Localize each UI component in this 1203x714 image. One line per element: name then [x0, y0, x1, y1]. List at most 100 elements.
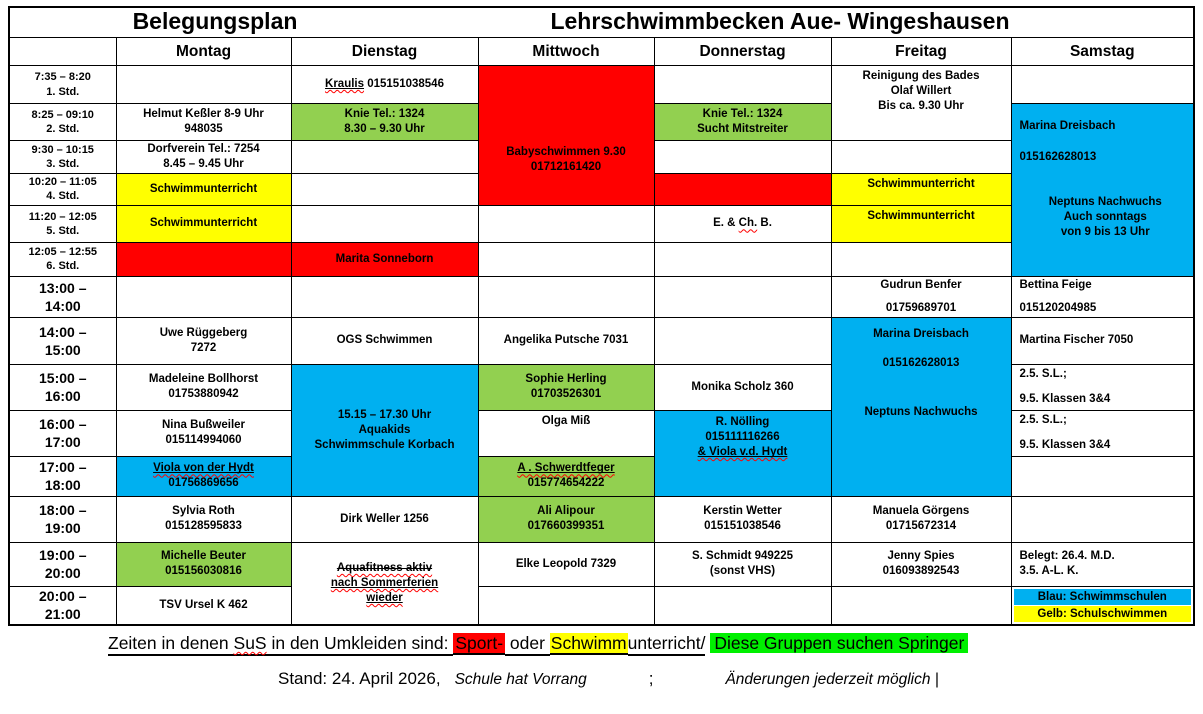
cell-dienstag-r9[interactable]: 15.15 – 17.30 Uhr Aquakids Schwimmschule K… [290, 363, 479, 497]
cell-samstag-r10[interactable]: 2.5. S.L.; 9.5. Klassen 3&4 [1010, 409, 1195, 457]
cell-montag-r8[interactable]: Uwe Rüggeberg 7272 [115, 316, 292, 365]
cell-mittwoch-r12[interactable]: Ali Alipour 017660399351 [477, 495, 655, 543]
cell-montag-r13[interactable]: Michelle Beuter 015156030816 [115, 541, 292, 587]
cell-text: Marina Dreisbach [834, 327, 1009, 342]
cell-freitag-r5[interactable]: Schwimmunterricht [830, 204, 1012, 243]
cell-text: 01715672314 [885, 520, 957, 533]
cell-montag-r14[interactable]: TSV Ursel K 462 [115, 585, 292, 626]
title-wrap: Belegungsplan Lehrschwimmbecken Aue- Win… [10, 8, 1193, 37]
day-header-freitag: Freitag [830, 37, 1012, 66]
cell-text: Helmut Keßler 8-9 Uhr [143, 108, 264, 121]
cell-mittwoch-r8[interactable]: Angelika Putsche 7031 [477, 316, 655, 365]
cell-donnerstag-r6[interactable] [653, 241, 832, 277]
cell-donnerstag-r9[interactable]: Monika Scholz 360 [653, 363, 832, 411]
cell-samstag-r11[interactable] [1010, 455, 1195, 497]
cell-montag-r6[interactable] [115, 241, 292, 277]
cell-montag-r10[interactable]: Nina Bußweiler 015114994060 [115, 409, 292, 457]
cell-mittwoch-r10[interactable]: Olga Miß [477, 409, 655, 457]
cell-freitag-r8[interactable]: Marina Dreisbach 015162628013 Neptuns Nach… [830, 316, 1012, 497]
cell-text: Marita Sonneborn [335, 252, 434, 265]
cell-dienstag-r3[interactable] [290, 140, 479, 174]
plan-subtitle: Lehrschwimmbecken Aue- Wingeshausen [550, 8, 1010, 34]
cell-samstag-r7[interactable]: Bettina Feige 015120204985 [1010, 275, 1195, 318]
cell-donnerstag-r14[interactable] [653, 585, 832, 626]
cell-freitag-r13[interactable]: Jenny Spies 016093892543 [830, 541, 1012, 587]
text-segment: 2.5. S.L.; [1019, 414, 1067, 427]
cell-samstag-r9[interactable]: 2.5. S.L.; 9.5. Klassen 3&4 [1010, 363, 1195, 411]
time-label: 20:00 – [39, 588, 87, 605]
cell-donnerstag-r2[interactable]: Knie Tel.: 1324 Sucht Mitstreiter [653, 103, 832, 141]
cell-montag-r2[interactable]: Helmut Keßler 8-9 Uhr 948035 [115, 103, 292, 141]
cell-mittwoch-r11[interactable]: A . Schwerdtfeger 015774654222 [477, 455, 655, 497]
cell-text: Marina Dreisbach [1020, 119, 1192, 134]
cell-mittwoch-r14[interactable] [477, 585, 655, 626]
cell-freitag-r7[interactable]: Gudrun Benfer 01759689701 [830, 275, 1012, 318]
cell-montag-r4[interactable]: Schwimmunterricht [115, 172, 292, 206]
cell-donnerstag-r1[interactable] [653, 65, 832, 104]
cell-donnerstag-r10[interactable]: R. Nölling 015111116266 & Viola v.d. Hydt [653, 409, 832, 497]
cell-samstag-r1[interactable] [1010, 65, 1195, 104]
cell-text: Viola von der Hydt [119, 461, 289, 476]
cell-mittwoch-r5[interactable] [477, 204, 655, 243]
cell-dienstag-r2[interactable]: Knie Tel.: 1324 8.30 – 9.30 Uhr [290, 103, 479, 141]
cell-text: Schwimmunterricht [834, 209, 1009, 224]
time-label: 16:00 [44, 388, 81, 405]
cell-mittwoch-r6[interactable] [477, 241, 655, 277]
cell-text: 015114994060 [165, 434, 242, 447]
text-segment: 9.5. Klassen 3&4 [1019, 439, 1111, 452]
time-label: 1. Std. [46, 85, 80, 98]
cell-text: Bettina Feige [1020, 278, 1192, 293]
schedule-row: 11:20 – 12:05 5. Std. Schwimmunterricht E. … [8, 204, 1194, 243]
cell-dienstag-r13[interactable]: Aquafitness aktiv nach Sommerferien wieder [290, 541, 479, 626]
cell-mittwoch-r1[interactable]: Babyschwimmen 9.30 01712161420 [477, 65, 655, 206]
cell-dienstag-r4[interactable] [290, 172, 479, 206]
cell-samstag-r2[interactable]: Marina Dreisbach 015162628013 Neptuns Nach… [1010, 103, 1195, 277]
text-segment: Olga Miß [541, 414, 591, 427]
cell-mittwoch-r13[interactable]: Elke Leopold 7329 [477, 541, 655, 587]
time-label: 5. Std. [46, 224, 80, 237]
cell-dienstag-r7[interactable] [290, 275, 479, 318]
cell-donnerstag-r4[interactable] [653, 172, 832, 206]
text-segment: Auch sonntags [1063, 210, 1147, 223]
cell-freitag-r4[interactable]: Schwimmunterricht [830, 172, 1012, 206]
cell-donnerstag-r8[interactable] [653, 316, 832, 365]
text-segment: 01759689701 [885, 301, 957, 314]
cell-mittwoch-r9[interactable]: Sophie Herling 01703526301 [477, 363, 655, 411]
cell-montag-r7[interactable] [115, 275, 292, 318]
cell-montag-r9[interactable]: Madeleine Bollhorst 01753880942 [115, 363, 292, 411]
cell-montag-r1[interactable] [115, 65, 292, 104]
cell-dienstag-r8[interactable]: OGS Schwimmen [290, 316, 479, 365]
cell-donnerstag-r5[interactable]: E. & Ch. B. [653, 204, 832, 243]
cell-samstag-r8[interactable]: Martina Fischer 7050 [1010, 316, 1195, 365]
schedule-row: 16:00 –17:00 Nina Bußweiler 015114994060 Ol… [8, 409, 1195, 497]
cell-freitag-r14[interactable] [830, 585, 1012, 626]
cell-samstag-r12[interactable] [1010, 495, 1195, 543]
time-cell-r8: 14:00 –15:00 [8, 316, 117, 365]
text-segment: Aquafitness aktiv [336, 561, 433, 574]
cell-dienstag-r6[interactable]: Marita Sonneborn [290, 241, 479, 277]
cell-montag-r3[interactable]: Dorfverein Tel.: 7254 8.45 – 9.45 Uhr [115, 140, 292, 174]
cell-freitag-r12[interactable]: Manuela Görgens 01715672314 [830, 495, 1012, 543]
schedule-row: 15:00 –16:00 Madeleine Bollhorst 017538809… [8, 363, 1195, 497]
cell-samstag-r14[interactable]: Blau: Schwimmschulen Gelb: Schulschwimmen [1010, 585, 1195, 626]
cell-donnerstag-r7[interactable] [653, 275, 832, 318]
cell-dienstag-r5[interactable] [290, 204, 479, 243]
cell-freitag-r6[interactable] [830, 241, 1012, 277]
cell-freitag-r1[interactable]: Reinigung des Bades Olaf Willert Bis ca. 9… [830, 65, 1012, 141]
cell-donnerstag-r12[interactable]: Kerstin Wetter 015151038546 [653, 495, 832, 543]
cell-mittwoch-r7[interactable] [477, 275, 655, 318]
text-segment: 015774654222 [527, 477, 605, 490]
cell-text: Elke Leopold 7329 [515, 557, 617, 570]
corner-cell [8, 37, 117, 66]
cell-text: Dirk Weller 1256 [340, 512, 429, 525]
cell-donnerstag-r3[interactable] [653, 140, 832, 174]
cell-text: 015162628013 [834, 356, 1009, 371]
cell-freitag-r3[interactable] [830, 140, 1012, 174]
cell-montag-r12[interactable]: Sylvia Roth 015128595833 [115, 495, 292, 543]
cell-donnerstag-r13[interactable]: S. Schmidt 949225 (sonst VHS) [653, 541, 832, 587]
cell-dienstag-r12[interactable]: Dirk Weller 1256 [290, 495, 479, 543]
cell-samstag-r13[interactable]: Belegt: 26.4. M.D. 3.5. A-L. K. [1010, 541, 1195, 587]
cell-dienstag-r1[interactable]: Kraulis 015151038546 [290, 65, 479, 104]
cell-montag-r11[interactable]: Viola von der Hydt 01756869656 [115, 455, 292, 497]
cell-montag-r5[interactable]: Schwimmunterricht [115, 204, 292, 243]
